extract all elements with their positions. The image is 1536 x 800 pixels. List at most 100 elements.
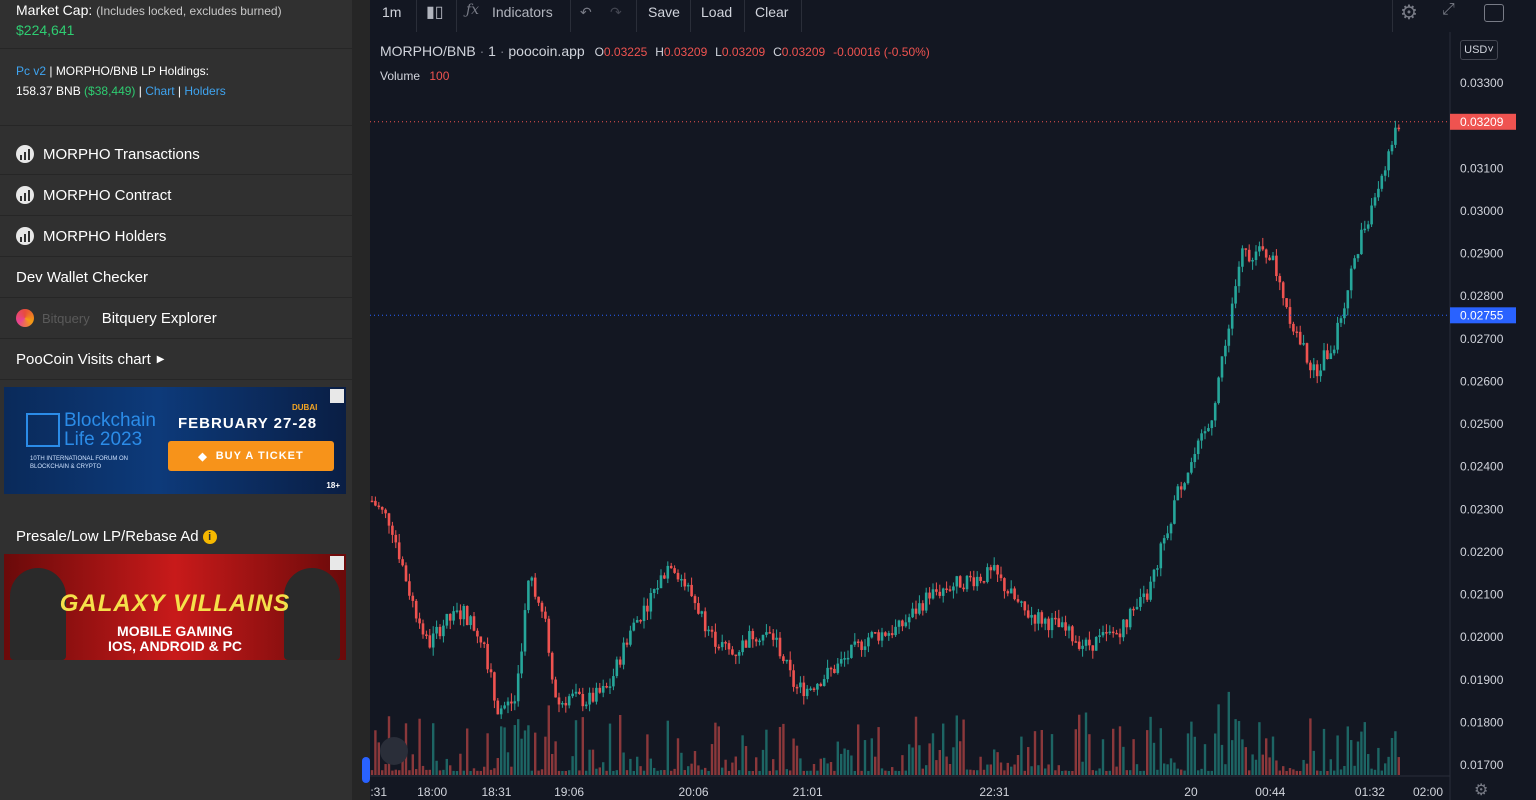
candle-body xyxy=(615,659,619,677)
sidebar-item-contract[interactable]: MORPHO Contract xyxy=(0,175,352,216)
volume-bar xyxy=(833,770,836,775)
ad-line-2: IOS, ANDROID & PC xyxy=(107,638,243,654)
sidebar-item-bitquery[interactable]: Bitquery Bitquery Explorer xyxy=(0,298,352,339)
time-axis-settings-icon[interactable]: ⚙ xyxy=(1474,782,1489,799)
candle-body xyxy=(629,630,632,645)
sidebar-item-dev-wallet[interactable]: Dev Wallet Checker xyxy=(0,257,352,298)
lp-holders-link[interactable]: Holders xyxy=(184,84,226,98)
price-axis-bg xyxy=(1450,32,1534,800)
volume-bar xyxy=(588,749,591,775)
indicators-button[interactable]: Indicators xyxy=(492,4,553,20)
scroll-handle[interactable] xyxy=(362,757,370,783)
price-tick-label: 0.01700 xyxy=(1460,758,1504,772)
candle-body xyxy=(1179,486,1183,490)
interval-button[interactable]: 1m xyxy=(382,4,402,20)
candle-body xyxy=(1122,619,1125,638)
volume-bar xyxy=(381,770,384,775)
blockchain-life-ad-banner[interactable]: Blockchain Life 2023 10TH INTERNATIONAL … xyxy=(4,387,346,494)
time-axis[interactable]: 17:31 18:00 18:31 19:06 20:06 21:01 22:31 20 00:… xyxy=(370,775,1450,799)
volume-bar xyxy=(557,770,561,775)
camera-snapshot-icon[interactable] xyxy=(1484,4,1504,22)
clear-button[interactable]: Clear xyxy=(755,4,789,20)
candle-body xyxy=(768,632,772,634)
sidebar-item-transactions[interactable]: MORPHO Transactions xyxy=(0,134,352,175)
candle-body xyxy=(1128,608,1132,628)
volume-label: Volume xyxy=(380,69,421,83)
candle-body xyxy=(1319,370,1322,377)
ad-badge-icon[interactable] xyxy=(330,389,344,403)
tradingview-logo-icon[interactable] xyxy=(380,737,408,765)
price-tick-label: 0.02800 xyxy=(1460,289,1504,303)
volume-bar xyxy=(809,770,812,775)
volume-bar xyxy=(452,770,455,775)
volume-value: 100 xyxy=(429,69,450,83)
volume-bar xyxy=(551,753,554,775)
volume-bar xyxy=(1217,704,1220,775)
candle-body xyxy=(1067,626,1071,631)
settings-gear-icon[interactable]: ⚙ xyxy=(1400,2,1418,24)
volume-bar xyxy=(680,752,683,775)
galaxy-villains-ad-banner[interactable]: GALAXY VILLAINS MOBILE GAMING IOS, ANDRO… xyxy=(4,554,346,660)
indicators-icon[interactable]: ƒx xyxy=(466,2,480,18)
candle-body xyxy=(935,589,938,592)
candle-body xyxy=(911,608,914,618)
candle-body xyxy=(1373,197,1377,206)
info-icon[interactable]: i xyxy=(202,529,217,544)
lp-version-link[interactable]: Pc v2 xyxy=(16,64,47,78)
volume-bar xyxy=(1346,726,1349,775)
candle-body xyxy=(809,688,812,691)
volume-bar xyxy=(1176,768,1179,775)
volume-bar xyxy=(925,765,928,775)
candle-body xyxy=(955,576,959,587)
volume-bar xyxy=(510,766,513,775)
candle-body xyxy=(1336,322,1339,350)
volume-bar xyxy=(1040,729,1043,775)
volume-bar xyxy=(530,770,533,775)
price-axis[interactable]: 0.03300 0.03100 0.03000 0.02900 0.02800 0.027… xyxy=(370,32,1534,800)
toolbar-separator xyxy=(744,0,745,32)
candle-body xyxy=(771,633,775,640)
volume-bar xyxy=(479,770,482,775)
sidebar-item-visits[interactable]: PooCoin Visits chart ▶ xyxy=(0,339,352,380)
volume-bar xyxy=(1292,769,1295,775)
candle-body xyxy=(1271,255,1275,261)
candle-body xyxy=(1387,151,1390,171)
candle-body xyxy=(867,637,870,647)
currency-select[interactable]: USD˅ xyxy=(1460,40,1498,60)
volume-bar xyxy=(1142,770,1145,775)
candle-body xyxy=(652,589,656,594)
candle-body xyxy=(377,505,381,508)
price-chart-svg[interactable]: 0.03300 0.03100 0.03000 0.02900 0.02800 0.027… xyxy=(370,0,1536,800)
candle-body xyxy=(918,603,921,614)
price-tick-label: 0.02000 xyxy=(1460,630,1504,644)
candle-body xyxy=(554,679,557,698)
trading-chart[interactable]: 1m ▮▯ ƒx Indicators ↶ ↷ Save Load Clear … xyxy=(362,0,1536,800)
candle-style-icon[interactable]: ▮▯ xyxy=(426,4,444,21)
volume-bar xyxy=(1322,728,1326,775)
ad-badge-icon[interactable] xyxy=(330,556,344,570)
volume-bar xyxy=(911,747,914,775)
sidebar-item-holders[interactable]: MORPHO Holders xyxy=(0,216,352,257)
volume-bar xyxy=(483,766,486,775)
volume-bar xyxy=(1190,721,1193,775)
volume-bar xyxy=(755,757,758,775)
candle-body xyxy=(1326,350,1329,360)
load-button[interactable]: Load xyxy=(701,4,733,20)
save-button[interactable]: Save xyxy=(648,4,680,20)
lp-chart-link[interactable]: Chart xyxy=(145,84,175,98)
candle-body xyxy=(1322,350,1326,371)
buy-ticket-button[interactable]: ◆ BUY A TICKET xyxy=(168,441,334,471)
volume-bar xyxy=(421,765,425,775)
candle-body xyxy=(734,654,738,657)
undo-icon[interactable]: ↶ xyxy=(580,4,592,20)
volume-bar xyxy=(1047,764,1050,775)
redo-icon[interactable]: ↷ xyxy=(610,4,622,20)
candle-body xyxy=(782,656,785,662)
candle-body xyxy=(588,692,591,705)
fullscreen-icon[interactable]: ⤢ xyxy=(1442,1,1455,18)
panel-divider[interactable] xyxy=(352,0,370,800)
price-tick-label: 0.02900 xyxy=(1460,247,1504,261)
volume-bar xyxy=(867,770,870,775)
candle-body xyxy=(720,642,724,648)
time-tick-label: 01:32 xyxy=(1355,785,1385,799)
